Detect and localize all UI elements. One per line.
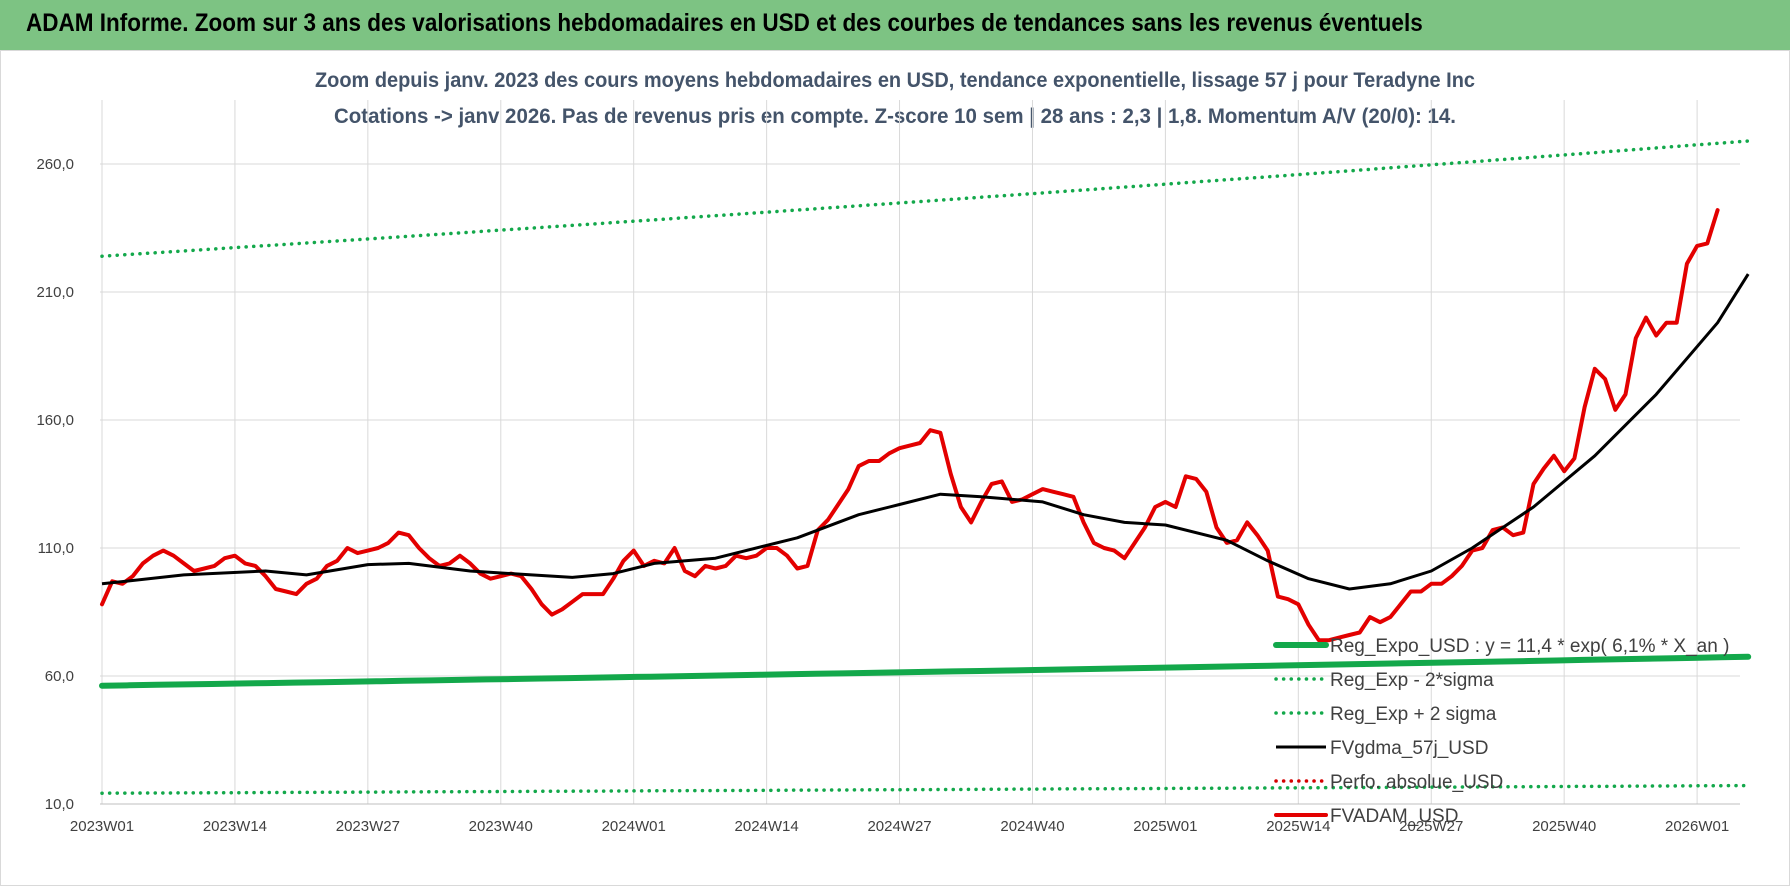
plot-series	[99, 139, 1752, 795]
series-line-fvadam-usd	[100, 208, 1720, 643]
legend-label: Perfo. absolue_USD	[1330, 772, 1503, 793]
series-line-reg-exp	[100, 139, 1750, 258]
chart-title: Zoom depuis janv. 2023 des cours moyens …	[315, 69, 1475, 92]
legend-label: Reg_Exp - 2*sigma	[1330, 670, 1494, 691]
report-title: ADAM Informe. Zoom sur 3 ans des valoris…	[26, 9, 1423, 37]
series-line-reg-expo-usd	[99, 653, 1752, 689]
series-line-fvgdma-57j-usd	[101, 273, 1750, 591]
x-tick-label: 2023W01	[70, 818, 134, 835]
x-tick-label: 2024W40	[1000, 818, 1064, 835]
y-tick-label: 210,0	[36, 284, 74, 301]
y-tick-label: 260,0	[36, 156, 74, 173]
y-axis-labels: 10,0 60,0 110,0 160,0 210,0 260,0	[36, 156, 74, 813]
legend-label: Reg_Exp + 2 sigma	[1330, 704, 1497, 725]
x-tick-label: 2024W01	[602, 818, 666, 835]
chart-gridlines	[100, 100, 1740, 805]
x-tick-label: 2023W27	[336, 818, 400, 835]
x-tick-label: 2023W40	[469, 818, 533, 835]
chart-legend: Reg_Expo_USD : y = 11,4 * exp( 6,1% * X_…	[1273, 636, 1729, 827]
legend-label: FVgdma_57j_USD	[1330, 738, 1488, 759]
chart-frame	[0, 50, 1790, 886]
x-tick-label: 2025W40	[1532, 818, 1596, 835]
report-banner: ADAM Informe. Zoom sur 3 ans des valoris…	[0, 0, 1790, 51]
x-axis-labels: 2023W01 2023W14 2023W27 2023W40 2024W01 2024W…	[70, 818, 1729, 835]
y-tick-label: 110,0	[38, 540, 74, 557]
legend-label: FVADAM_USD	[1330, 806, 1458, 827]
y-tick-label: 60,0	[45, 668, 74, 685]
x-tick-label: 2025W14	[1266, 818, 1330, 835]
valuation-line-chart: Zoom depuis janv. 2023 des cours moyens …	[0, 50, 1790, 886]
x-tick-label: 2025W27	[1399, 818, 1463, 835]
y-tick-label: 10,0	[45, 796, 74, 813]
x-tick-label: 2024W14	[735, 818, 799, 835]
legend-label: Reg_Expo_USD : y = 11,4 * exp( 6,1% * X_…	[1330, 636, 1729, 657]
x-tick-label: 2025W01	[1133, 818, 1197, 835]
y-tick-label: 160,0	[36, 412, 74, 429]
x-tick-label: 2024W27	[867, 818, 931, 835]
x-tick-label: 2026W01	[1665, 818, 1729, 835]
series-line-reg-exp	[100, 783, 1750, 795]
chart-subtitle: Cotations -> janv 2026. Pas de revenus p…	[334, 105, 1456, 128]
x-tick-label: 2023W14	[203, 818, 267, 835]
